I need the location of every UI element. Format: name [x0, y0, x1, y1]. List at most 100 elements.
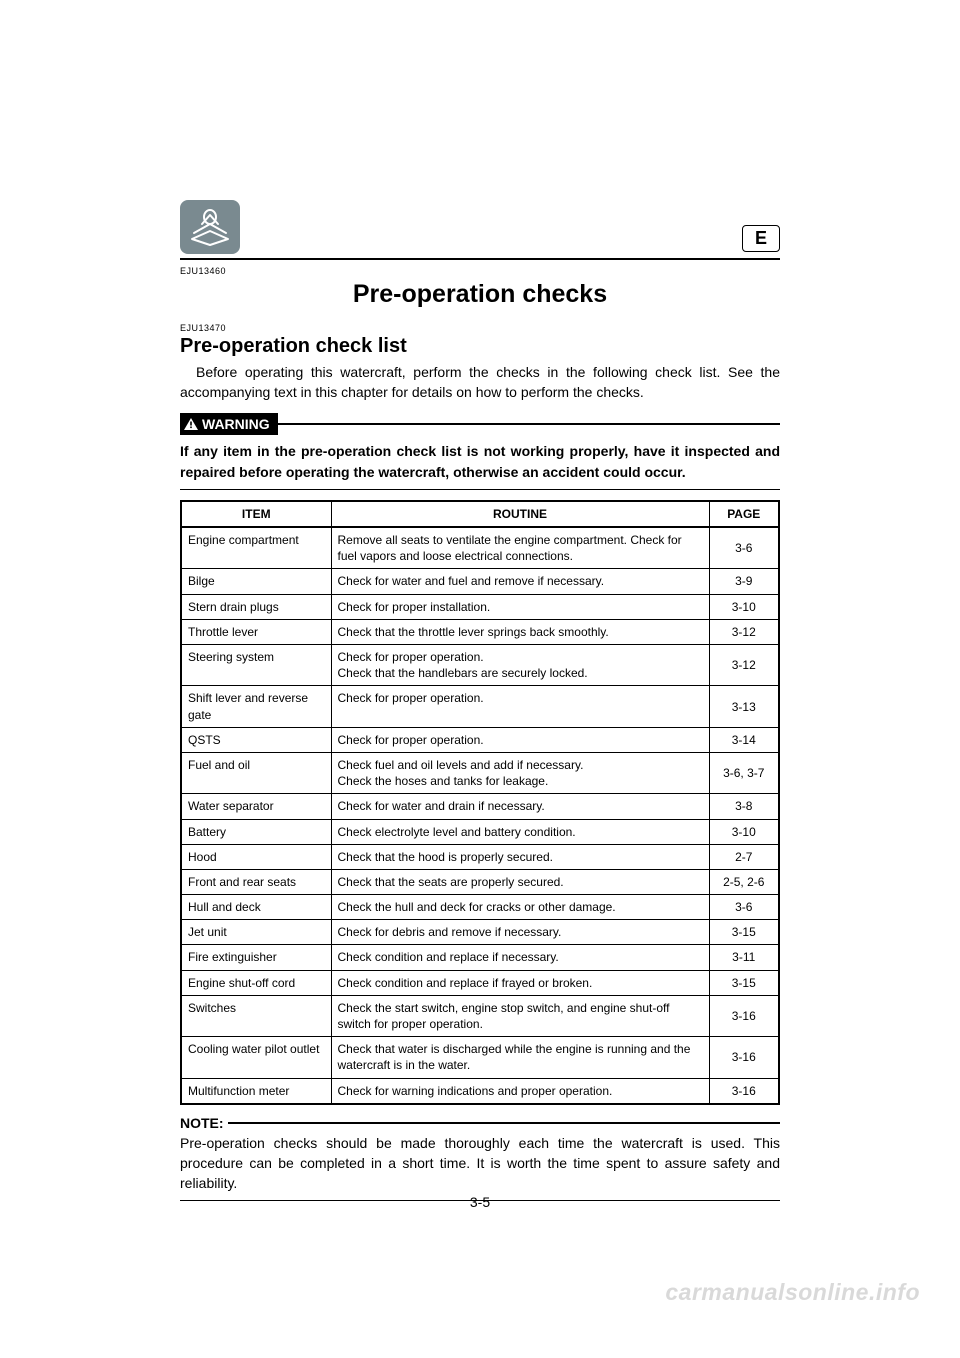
cell-page: 3-13 [709, 686, 779, 727]
cell-page: 2-7 [709, 844, 779, 869]
cell-item: Stern drain plugs [181, 594, 331, 619]
table-row: Jet unitCheck for debris and remove if n… [181, 920, 779, 945]
cell-page: 3-6 [709, 527, 779, 569]
note-header: NOTE: [180, 1115, 780, 1131]
page-number: 3-5 [0, 1194, 960, 1210]
table-row: Fire extinguisherCheck condition and rep… [181, 945, 779, 970]
horizontal-rule [180, 489, 780, 491]
cell-routine: Check for warning indications and proper… [331, 1078, 709, 1104]
cell-item: Front and rear seats [181, 869, 331, 894]
cell-page: 3-16 [709, 1037, 779, 1078]
table-row: QSTSCheck for proper operation.3-14 [181, 727, 779, 752]
table-row: Engine compartmentRemove all seats to ve… [181, 527, 779, 569]
cell-routine: Check for water and fuel and remove if n… [331, 569, 709, 594]
table-row: HoodCheck that the hood is properly secu… [181, 844, 779, 869]
cell-item: Jet unit [181, 920, 331, 945]
cell-routine: Check condition and replace if necessary… [331, 945, 709, 970]
cell-routine: Check the hull and deck for cracks or ot… [331, 895, 709, 920]
cell-routine: Check the start switch, engine stop swit… [331, 995, 709, 1036]
cell-page: 3-10 [709, 594, 779, 619]
intro-paragraph: Before operating this watercraft, perfor… [180, 362, 780, 403]
table-row: Hull and deckCheck the hull and deck for… [181, 895, 779, 920]
cell-item: Hood [181, 844, 331, 869]
cell-page: 3-8 [709, 794, 779, 819]
check-list-table: ITEM ROUTINE PAGE Engine compartmentRemo… [180, 500, 780, 1105]
table-row: Stern drain plugsCheck for proper instal… [181, 594, 779, 619]
cell-routine: Check that the throttle lever springs ba… [331, 619, 709, 644]
watercraft-logo-icon [180, 200, 240, 254]
cell-page: 3-15 [709, 920, 779, 945]
table-header-item: ITEM [181, 501, 331, 527]
cell-page: 3-9 [709, 569, 779, 594]
table-row: Fuel and oilCheck fuel and oil levels an… [181, 752, 779, 793]
cell-page: 3-6, 3-7 [709, 752, 779, 793]
table-row: Cooling water pilot outletCheck that wat… [181, 1037, 779, 1078]
warning-badge: WARNING [180, 413, 278, 435]
cell-page: 2-5, 2-6 [709, 869, 779, 894]
cell-item: Battery [181, 819, 331, 844]
cell-item: Fire extinguisher [181, 945, 331, 970]
table-row: Front and rear seatsCheck that the seats… [181, 869, 779, 894]
cell-item: Throttle lever [181, 619, 331, 644]
warning-triangle-icon [184, 418, 198, 430]
note-rule [228, 1122, 780, 1124]
table-row: Steering systemCheck for proper operatio… [181, 645, 779, 686]
watermark-text: carmanualsonline.info [665, 1279, 920, 1306]
cell-routine: Check for water and drain if necessary. [331, 794, 709, 819]
cell-item: Engine shut-off cord [181, 970, 331, 995]
cell-routine: Check electrolyte level and battery cond… [331, 819, 709, 844]
cell-item: Cooling water pilot outlet [181, 1037, 331, 1078]
document-title: Pre-operation checks [180, 280, 780, 309]
cell-page: 3-16 [709, 1078, 779, 1104]
warning-rule [278, 423, 780, 425]
cell-routine: Check for proper operation. [331, 686, 709, 727]
reference-code-section: EJU13470 [180, 323, 780, 333]
cell-routine: Check that the seats are properly secure… [331, 869, 709, 894]
table-row: BatteryCheck electrolyte level and batte… [181, 819, 779, 844]
cell-item: Water separator [181, 794, 331, 819]
cell-routine: Check for debris and remove if necessary… [331, 920, 709, 945]
language-indicator: E [742, 225, 780, 252]
cell-item: Switches [181, 995, 331, 1036]
table-row: BilgeCheck for water and fuel and remove… [181, 569, 779, 594]
warning-label: WARNING [202, 416, 270, 432]
cell-routine: Check that the hood is properly secured. [331, 844, 709, 869]
cell-page: 3-10 [709, 819, 779, 844]
table-row: Engine shut-off cordCheck condition and … [181, 970, 779, 995]
cell-page: 3-15 [709, 970, 779, 995]
cell-page: 3-16 [709, 995, 779, 1036]
table-header-page: PAGE [709, 501, 779, 527]
cell-item: Shift lever and reverse gate [181, 686, 331, 727]
cell-item: QSTS [181, 727, 331, 752]
section-heading: Pre-operation check list [180, 335, 780, 358]
cell-routine: Check for proper installation. [331, 594, 709, 619]
reference-code-top: EJU13460 [180, 266, 780, 276]
page-header: E [180, 200, 780, 260]
warning-header: WARNING [180, 413, 780, 435]
cell-routine: Check that water is discharged while the… [331, 1037, 709, 1078]
cell-item: Fuel and oil [181, 752, 331, 793]
cell-item: Steering system [181, 645, 331, 686]
table-header-routine: ROUTINE [331, 501, 709, 527]
cell-page: 3-12 [709, 619, 779, 644]
table-row: Multifunction meterCheck for warning ind… [181, 1078, 779, 1104]
cell-routine: Check fuel and oil levels and add if nec… [331, 752, 709, 793]
cell-routine: Check for proper operation. [331, 727, 709, 752]
cell-page: 3-12 [709, 645, 779, 686]
cell-routine: Remove all seats to ventilate the engine… [331, 527, 709, 569]
cell-item: Bilge [181, 569, 331, 594]
cell-page: 3-11 [709, 945, 779, 970]
manual-page: E EJU13460 Pre-operation checks EJU13470… [0, 0, 960, 1358]
table-row: Water separatorCheck for water and drain… [181, 794, 779, 819]
cell-page: 3-14 [709, 727, 779, 752]
table-row: SwitchesCheck the start switch, engine s… [181, 995, 779, 1036]
note-text: Pre-operation checks should be made thor… [180, 1133, 780, 1194]
table-row: Throttle leverCheck that the throttle le… [181, 619, 779, 644]
cell-item: Hull and deck [181, 895, 331, 920]
cell-routine: Check for proper operation.Check that th… [331, 645, 709, 686]
note-label: NOTE: [180, 1115, 224, 1131]
cell-page: 3-6 [709, 895, 779, 920]
cell-item: Multifunction meter [181, 1078, 331, 1104]
table-row: Shift lever and reverse gateCheck for pr… [181, 686, 779, 727]
cell-routine: Check condition and replace if frayed or… [331, 970, 709, 995]
